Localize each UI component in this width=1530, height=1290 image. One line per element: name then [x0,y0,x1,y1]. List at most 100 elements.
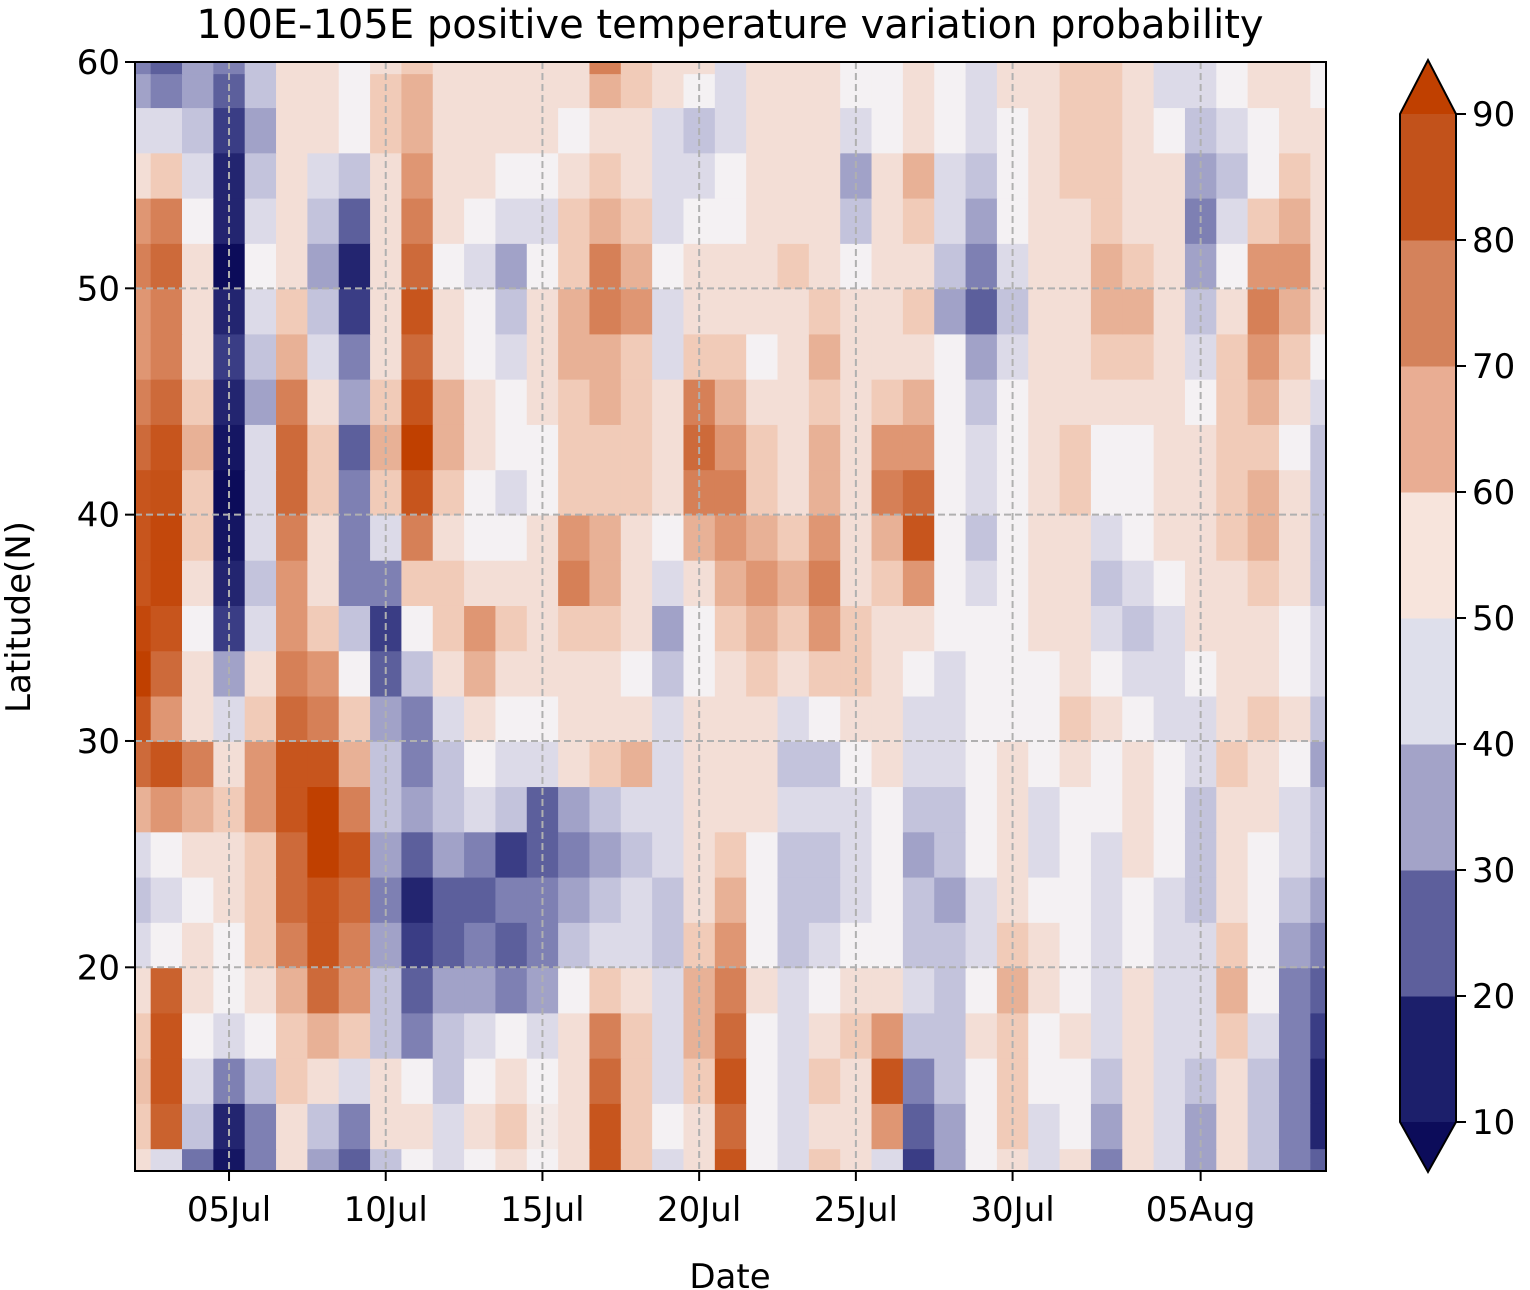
heatmap-cell [135,62,152,75]
heatmap-cell [276,333,309,380]
heatmap-cell [1310,605,1326,652]
heatmap-cell [558,922,591,969]
heatmap-cell [871,922,904,969]
heatmap-cell [808,469,841,516]
heatmap-cell [182,73,215,109]
heatmap-cell [464,1103,497,1150]
heatmap-cell [244,333,277,380]
heatmap-cell [1247,1012,1280,1059]
heatmap-cell [1278,786,1312,833]
heatmap-cell [1216,695,1249,742]
heatmap-cell [934,62,967,75]
heatmap-cell [182,831,215,878]
heatmap-cell [495,559,528,606]
heatmap-cell [652,243,685,290]
heatmap-cell [934,1012,967,1059]
heatmap-cell [714,1012,747,1059]
heatmap-cell [464,152,497,199]
heatmap-cell [135,378,152,425]
heatmap-cell [1122,605,1155,652]
heatmap-cell [620,333,653,380]
heatmap-cell [1310,1103,1326,1150]
heatmap-cell [150,695,183,742]
heatmap-cell [338,922,371,969]
heatmap-cell [714,107,747,154]
heatmap-cell [1153,288,1186,335]
heatmap-cell [652,288,685,335]
heatmap-cell [1153,740,1186,788]
heatmap-cell [1059,333,1092,380]
heatmap-cell [150,876,183,923]
heatmap-cell [777,197,810,244]
heatmap-cell [244,1103,277,1150]
heatmap-cell [1310,559,1326,606]
heatmap-cell [965,424,998,471]
heatmap-cell [1090,695,1124,742]
heatmap-cell [432,514,465,561]
heatmap-cell [871,786,904,833]
heatmap-cell [244,605,277,652]
heatmap-cell [965,967,998,1014]
heatmap-cell [1028,967,1061,1014]
heatmap-cell [746,514,779,561]
heatmap-cell [135,333,152,380]
heatmap-cell [1122,333,1155,380]
heatmap-cell [777,1103,810,1150]
heatmap-cell [135,740,152,788]
heatmap-cell [182,152,215,199]
heatmap-cell [777,967,810,1014]
heatmap-cell [871,107,904,154]
heatmap-cell [244,1148,277,1171]
heatmap-cell [934,469,967,516]
heatmap-cell [1247,650,1280,697]
heatmap-cell [965,514,998,561]
heatmap-cell [1216,333,1249,380]
heatmap-cell [808,1103,841,1150]
heatmap-cell [871,243,904,290]
heatmap-cell [182,1103,215,1150]
heatmap-cell [746,424,779,471]
heatmap-cell [1153,197,1186,244]
heatmap-cell [150,424,183,471]
heatmap-cell [338,876,371,923]
heatmap-cell [464,1148,497,1171]
heatmap-cell [1216,514,1249,561]
colorbar-tick-label: 90 [1472,95,1515,135]
heatmap-cell [276,469,309,516]
heatmap-cell [432,831,465,878]
heatmap-cell [965,1057,998,1104]
heatmap-cell [1216,152,1249,199]
heatmap-cell [244,62,277,75]
heatmap-cell [401,876,434,923]
heatmap-cell [620,1057,653,1104]
heatmap-cell [401,514,434,561]
heatmap-cell [338,650,371,697]
heatmap-cell [464,243,497,290]
heatmap-cell [777,740,810,788]
heatmap-cell [871,695,904,742]
heatmap-cell [714,243,747,290]
heatmap-cell [307,514,340,561]
heatmap-cell [1059,288,1092,335]
heatmap-cell [871,559,904,606]
heatmap-cell [1090,876,1124,923]
heatmap-cell [589,333,622,380]
heatmap-cell [307,378,340,425]
heatmap-cell [746,876,779,923]
heatmap-cell [965,469,998,516]
heatmap-cell [746,831,779,878]
heatmap-cell [150,197,183,244]
x-tick-label: 15Jul [500,1190,584,1230]
heatmap-cell [902,1057,936,1104]
heatmap-cell [589,740,622,788]
y-tick-label: 20 [77,948,120,988]
heatmap-cell [934,197,967,244]
heatmap-cell [135,1057,152,1104]
heatmap-cell [620,1148,653,1171]
heatmap-cell [1028,424,1061,471]
colorbar-tick-label: 60 [1472,473,1515,513]
heatmap-cell [1122,243,1155,290]
heatmap-cell [714,62,747,75]
heatmap-cell [871,1057,904,1104]
heatmap-cell [338,469,371,516]
